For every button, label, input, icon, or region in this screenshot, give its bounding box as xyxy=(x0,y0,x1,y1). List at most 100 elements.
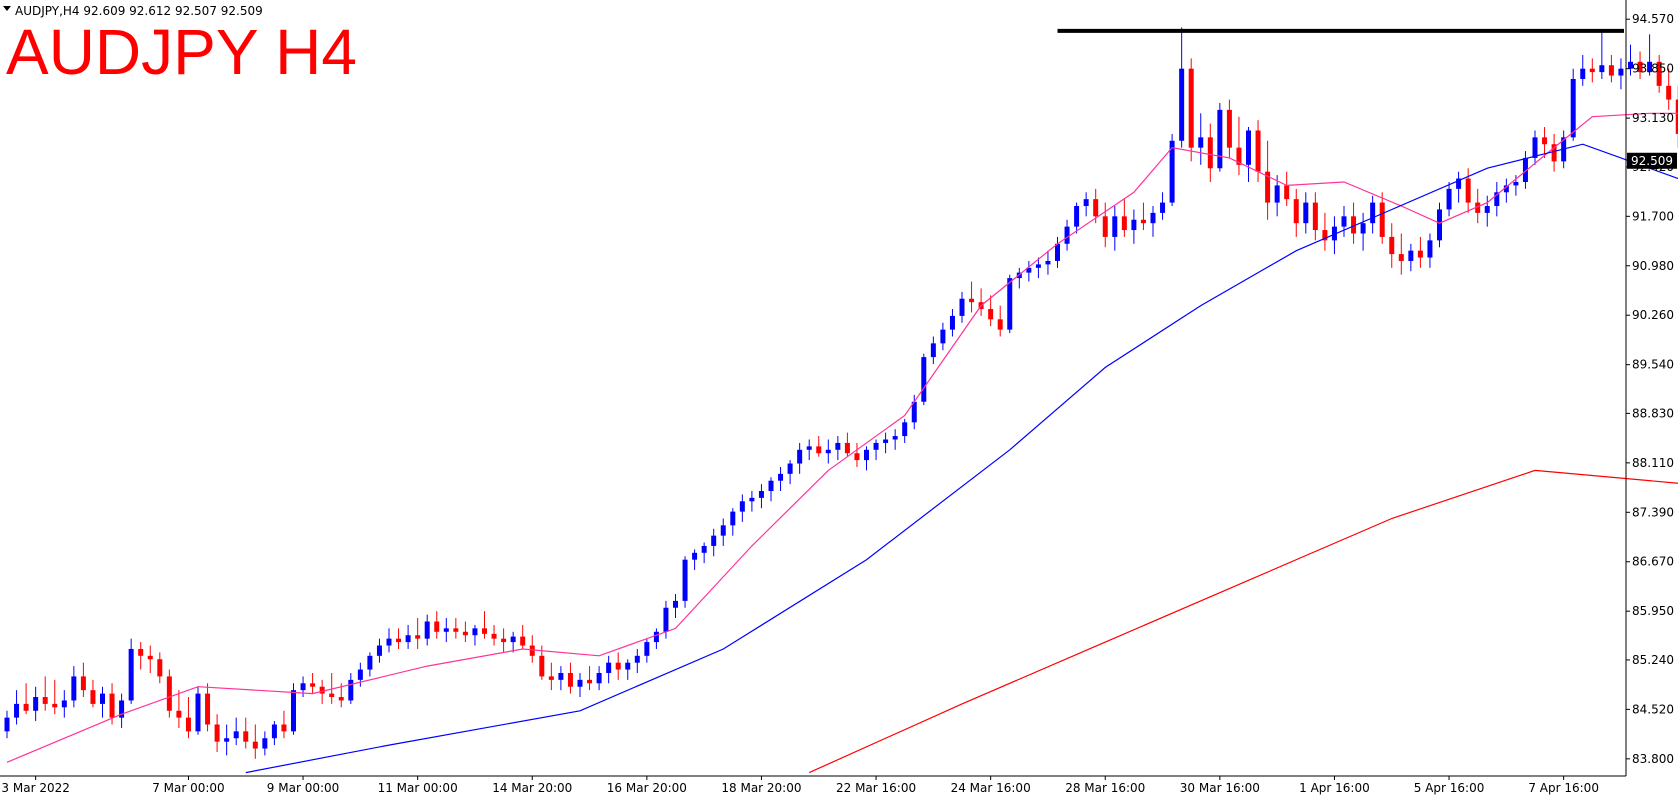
candle-body xyxy=(1160,203,1165,213)
candle-body xyxy=(444,628,449,631)
candle-body xyxy=(721,525,726,535)
candle-body xyxy=(788,464,793,474)
candle-body xyxy=(578,680,583,687)
candle-body xyxy=(1427,240,1432,257)
candle-body xyxy=(138,649,143,656)
candle-body xyxy=(1036,264,1041,267)
candle-body xyxy=(597,673,602,683)
candle-body xyxy=(272,724,277,738)
candle-body xyxy=(5,718,10,732)
x-tick-label: 18 Mar 20:00 xyxy=(721,781,801,795)
y-tick-label: 88.830 xyxy=(1632,406,1674,420)
candle-body xyxy=(740,501,745,511)
candle-body xyxy=(893,436,898,439)
candle-body xyxy=(921,357,926,402)
candle-body xyxy=(960,299,965,316)
y-tick-label: 86.670 xyxy=(1632,555,1674,569)
candle-body xyxy=(807,446,812,449)
candle-body xyxy=(1189,69,1194,148)
candle-body xyxy=(1007,278,1012,330)
candle-body xyxy=(1408,251,1413,261)
x-tick-label: 7 Mar 00:00 xyxy=(152,781,225,795)
candle-body xyxy=(702,546,707,553)
candle-body xyxy=(520,637,525,646)
candle-body xyxy=(396,639,401,642)
candle-body xyxy=(778,474,783,481)
candle-body xyxy=(1141,220,1146,223)
candle-body xyxy=(864,450,869,460)
candle-body xyxy=(215,724,220,741)
candle-body xyxy=(950,316,955,330)
candle-body xyxy=(692,553,697,560)
candle-body xyxy=(472,628,477,635)
candle-body xyxy=(1179,69,1184,141)
candle-body xyxy=(415,635,420,638)
candle-body xyxy=(148,656,153,659)
candle-body xyxy=(749,498,754,501)
candle-body xyxy=(845,443,850,453)
candle xyxy=(1217,103,1222,172)
candle-body xyxy=(1437,209,1442,240)
candle-body xyxy=(988,309,993,319)
candle-body xyxy=(1112,216,1117,237)
candle-body xyxy=(301,683,306,690)
candle-body xyxy=(530,646,535,656)
candle-body xyxy=(14,704,19,718)
candle-body xyxy=(511,637,516,642)
candle-body xyxy=(1590,69,1595,72)
candle-body xyxy=(367,656,372,670)
candle-body xyxy=(1533,137,1538,158)
candle-body xyxy=(759,491,764,498)
x-tick-label: 11 Mar 00:00 xyxy=(378,781,458,795)
candle-body xyxy=(549,676,554,679)
candle-body xyxy=(253,742,258,749)
candle-body xyxy=(100,694,105,704)
candle-body xyxy=(1513,182,1518,185)
x-tick-label: 24 Mar 16:00 xyxy=(951,781,1031,795)
candle-body xyxy=(205,694,210,725)
candle-body xyxy=(1055,244,1060,261)
candle-body xyxy=(663,608,668,632)
candle-body xyxy=(1370,203,1375,224)
y-tick-label: 88.110 xyxy=(1632,456,1674,470)
candle-body xyxy=(969,299,974,302)
candle-body xyxy=(377,646,382,656)
candle-body xyxy=(673,601,678,608)
candle-body xyxy=(1447,189,1452,210)
candle-body xyxy=(683,560,688,601)
candle-body xyxy=(1389,237,1394,254)
candle-body xyxy=(644,642,649,656)
candle-body xyxy=(1313,203,1318,230)
candle-body xyxy=(940,330,945,344)
candle-body xyxy=(616,663,621,670)
y-tick-label: 85.240 xyxy=(1632,653,1674,667)
candle-body xyxy=(453,628,458,631)
x-tick-label: 30 Mar 16:00 xyxy=(1180,781,1260,795)
candle-body xyxy=(71,676,76,700)
candle-body xyxy=(1618,69,1623,76)
candle-body xyxy=(1380,203,1385,237)
candle-body xyxy=(1093,199,1098,216)
candle-body xyxy=(558,673,563,680)
candle-body xyxy=(1342,216,1347,226)
y-tick-label: 84.520 xyxy=(1632,702,1674,716)
candle-body xyxy=(711,536,716,546)
x-tick-label: 9 Mar 00:00 xyxy=(267,781,340,795)
candle-body xyxy=(1609,65,1614,75)
candle-body xyxy=(348,680,353,701)
y-tick-label: 93.130 xyxy=(1632,111,1674,125)
candle-body xyxy=(24,704,29,711)
candle-body xyxy=(320,687,325,694)
candle-body xyxy=(1151,213,1156,223)
x-tick-label: 14 Mar 20:00 xyxy=(492,781,572,795)
candle-body xyxy=(769,481,774,491)
candle-body xyxy=(1542,137,1547,144)
candle-body xyxy=(1198,137,1203,147)
candle-body xyxy=(463,632,468,635)
x-tick-label: 5 Apr 16:00 xyxy=(1414,781,1485,795)
candle-body xyxy=(1084,199,1089,206)
candle xyxy=(683,556,688,608)
candle-body xyxy=(196,694,201,732)
